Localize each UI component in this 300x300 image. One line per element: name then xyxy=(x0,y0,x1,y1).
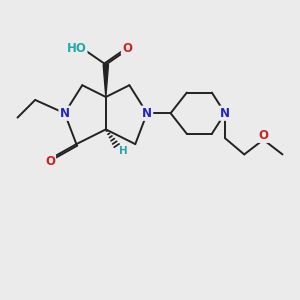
Text: N: N xyxy=(220,107,230,120)
Text: O: O xyxy=(122,42,132,55)
Text: HO: HO xyxy=(67,42,86,55)
Text: N: N xyxy=(60,107,70,120)
Text: O: O xyxy=(258,129,268,142)
Text: N: N xyxy=(142,107,152,120)
Polygon shape xyxy=(103,64,109,97)
Text: O: O xyxy=(45,155,55,168)
Text: H: H xyxy=(119,146,128,157)
